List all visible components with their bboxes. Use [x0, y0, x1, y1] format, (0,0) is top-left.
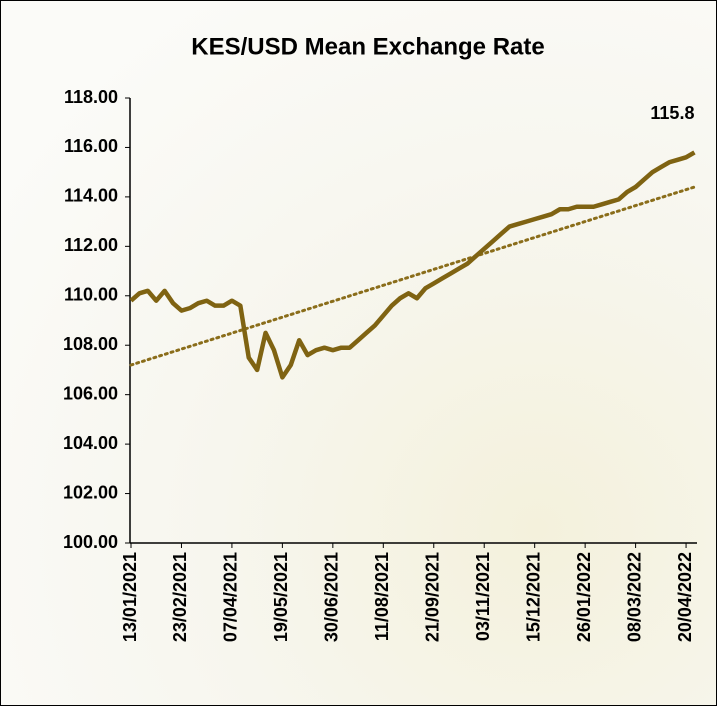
y-tick-label: 112.00: [64, 235, 118, 255]
x-tick-label: 03/11/2021: [473, 552, 493, 641]
y-tick-label: 102.00: [63, 482, 118, 502]
y-tick-label: 118.00: [64, 87, 118, 107]
line-series: [129, 150, 696, 380]
y-tick-label: 108.00: [63, 334, 118, 354]
x-tick-label: 30/06/2021: [322, 552, 342, 642]
x-tick-label: 13/01/2021: [120, 552, 140, 642]
x-tick-label: 21/09/2021: [423, 552, 443, 642]
y-tick-label: 114.00: [64, 186, 118, 206]
x-tick-label: 19/05/2021: [271, 552, 291, 642]
data-label: 115.8: [650, 103, 694, 123]
y-tick-label: 110.00: [64, 285, 118, 305]
y-tick-label: 106.00: [63, 383, 118, 403]
chart-title: KES/USD Mean Exchange Rate: [191, 33, 544, 60]
x-tick-label: 07/04/2021: [221, 552, 241, 642]
x-tick-label: 23/02/2021: [170, 552, 190, 642]
x-tick-label: 15/12/2021: [523, 552, 543, 642]
y-tick-label: 100.00: [63, 532, 118, 552]
y-tick-label: 116.00: [64, 136, 118, 156]
x-tick-label: 08/03/2022: [624, 552, 644, 642]
x-tick-label: 11/08/2021: [372, 552, 392, 641]
y-tick-label: 104.00: [63, 433, 118, 453]
x-tick-label: 26/01/2022: [574, 552, 594, 642]
x-tick-label: 20/04/2022: [675, 552, 695, 642]
trendline: [129, 185, 696, 367]
